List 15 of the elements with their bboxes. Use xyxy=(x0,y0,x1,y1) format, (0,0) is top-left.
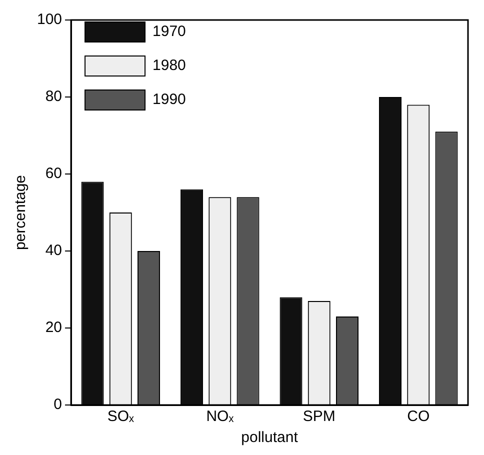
y-tick-label: 80 xyxy=(45,88,62,106)
x-tick-label: CO xyxy=(407,408,430,426)
y-tick-label: 0 xyxy=(54,396,62,414)
x-tick-label: SOₓ xyxy=(107,408,134,426)
legend-label: 1980 xyxy=(152,57,186,74)
y-tick-label: 60 xyxy=(45,165,62,182)
x-tick-label: SPM xyxy=(302,408,336,426)
legend-label: 1990 xyxy=(152,91,186,108)
y-axis-title: percentage xyxy=(12,174,30,250)
y-tick-label: 100 xyxy=(36,11,62,28)
y-tick-label: 20 xyxy=(45,319,62,336)
legend-label: 1970 xyxy=(152,23,186,40)
y-tick-label: 40 xyxy=(45,242,62,260)
x-axis-title: pollutant xyxy=(241,429,299,446)
x-tick-label: NOₓ xyxy=(206,408,234,426)
